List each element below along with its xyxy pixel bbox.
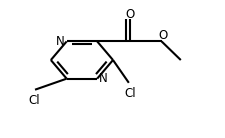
Text: N: N [99,72,107,85]
Text: O: O [125,8,134,21]
Text: O: O [158,29,166,42]
Text: Cl: Cl [124,87,135,100]
Text: Cl: Cl [28,94,40,107]
Text: N: N [56,35,65,48]
